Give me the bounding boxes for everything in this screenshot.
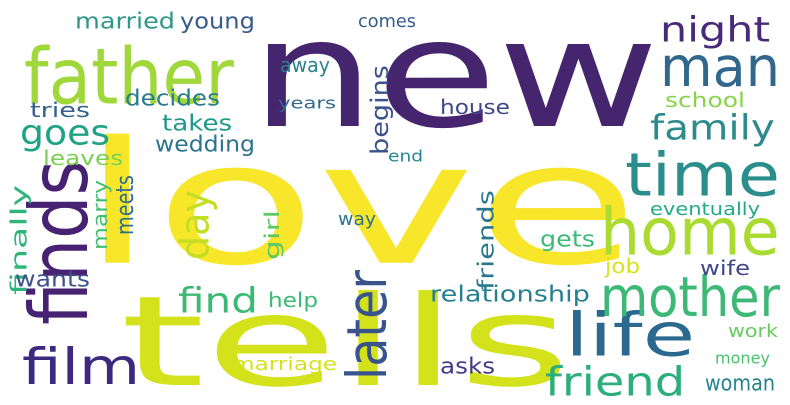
word-school: school	[665, 88, 745, 112]
word-comes: comes	[358, 10, 417, 32]
word-tells: tells	[120, 268, 571, 405]
word-takes: takes	[162, 110, 233, 136]
word-decides: decides	[125, 85, 220, 111]
word-day: day	[171, 190, 219, 260]
word-marriage: marriage	[232, 353, 338, 375]
word-find: find	[178, 279, 258, 321]
word-work: work	[728, 320, 778, 342]
word-friends: friends	[473, 190, 499, 290]
word-way: way	[338, 208, 377, 230]
word-begins: begins	[365, 65, 394, 155]
word-new: new	[250, 0, 660, 162]
word-eventually: eventually	[650, 198, 761, 220]
word-leaves: leaves	[43, 146, 124, 170]
word-relationship: relationship	[430, 281, 590, 307]
word-family: family	[650, 106, 775, 148]
word-away: away	[280, 53, 330, 77]
word-money: money	[715, 348, 770, 368]
word-wedding: wedding	[155, 131, 255, 157]
word-girl: girl	[260, 209, 284, 260]
word-life: life	[565, 299, 696, 370]
word-meets: meets	[110, 175, 139, 235]
word-love: love	[80, 104, 640, 304]
word-gets: gets	[540, 226, 596, 252]
word-father: father	[24, 30, 234, 123]
word-home: home	[600, 194, 780, 271]
word-night: night	[660, 8, 771, 50]
word-wants: wants	[15, 266, 90, 292]
word-end: end	[388, 146, 424, 166]
word-goes: goes	[20, 111, 111, 153]
word-woman: woman	[705, 370, 776, 396]
word-man: man	[660, 35, 781, 100]
word-help: help	[268, 288, 319, 312]
word-time: time	[625, 139, 780, 210]
word-wife: wife	[700, 256, 751, 280]
word-asks: asks	[440, 353, 496, 379]
word-mother: mother	[600, 265, 780, 330]
word-tries: tries	[30, 98, 90, 122]
word-years: years	[278, 93, 337, 113]
word-friend: friend	[545, 358, 686, 405]
word-later: later	[335, 270, 400, 380]
word-marry: marry	[88, 179, 112, 250]
word-job: job	[605, 254, 641, 278]
word-married: married	[75, 8, 175, 34]
word-house: house	[440, 95, 510, 119]
word-young: young	[180, 8, 255, 34]
word-film: film	[22, 337, 141, 396]
